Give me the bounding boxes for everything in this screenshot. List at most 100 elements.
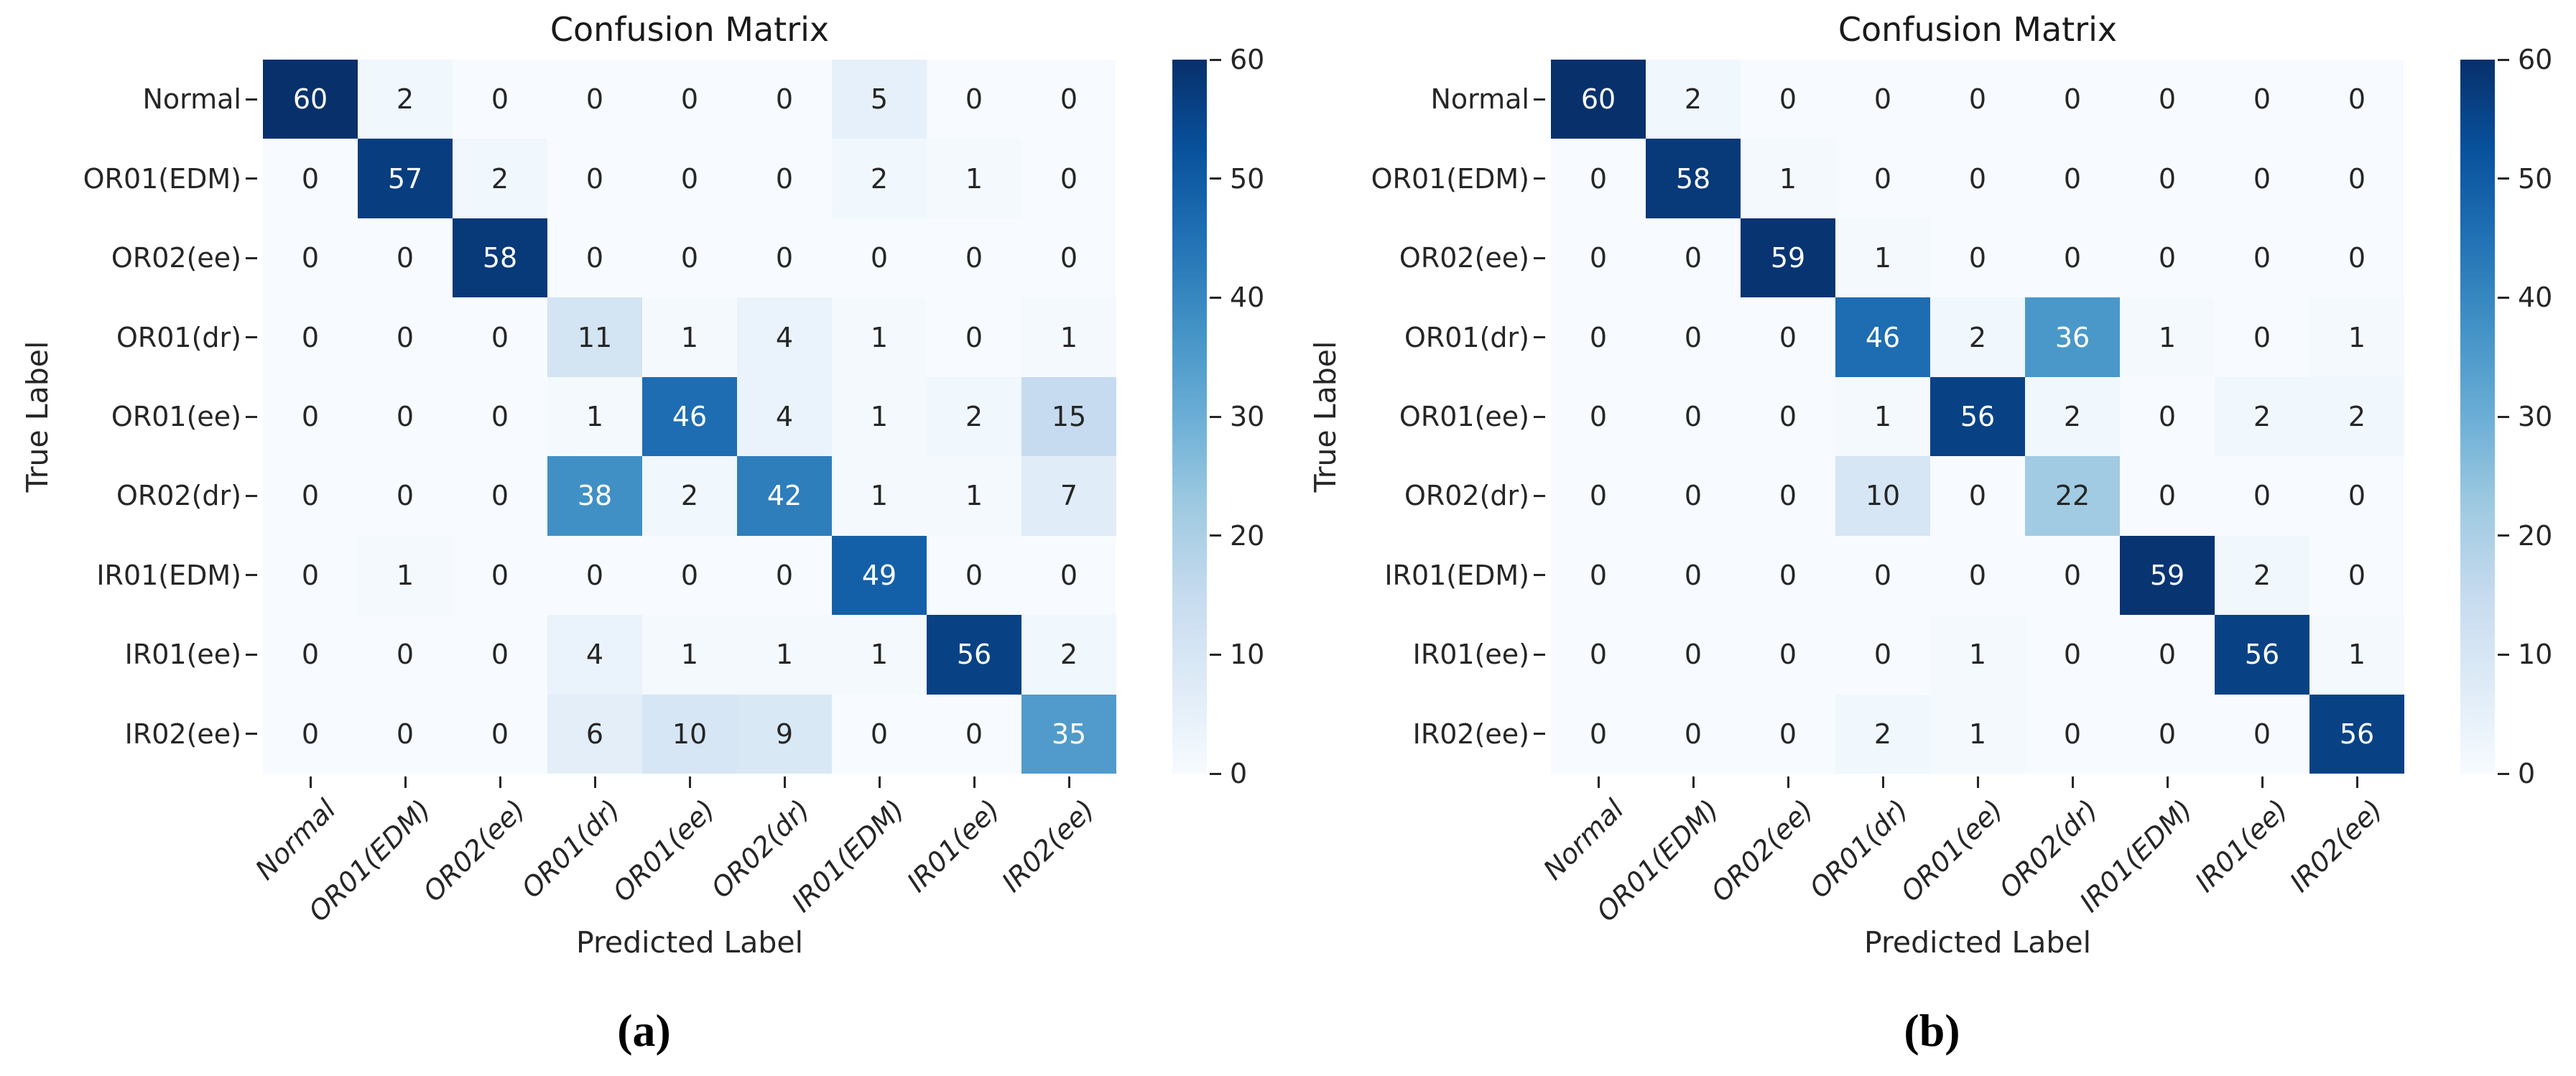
heatmap-cell: 56 xyxy=(927,615,1021,695)
colorbar-tick-label: 20 xyxy=(2518,519,2553,552)
heatmap-cell: 7 xyxy=(1021,456,1116,536)
y-tick-label: IR01(ee) xyxy=(1412,639,1529,671)
colorbar-tick-label: 60 xyxy=(1230,44,1265,75)
y-tick-mark xyxy=(246,98,257,101)
heatmap-cell: 0 xyxy=(1021,60,1116,139)
heatmap-cell: 0 xyxy=(927,535,1021,616)
y-tick-mark xyxy=(246,415,257,418)
heatmap-grid: 60 2 0 0 0 0 5 0 0 0 57 2 0 0 0 2 1 0 0 0 58 0 0 0 0 0 0 0 0 0 11 1 4 1 0 1… xyxy=(263,60,1116,774)
heatmap-cell: 0 xyxy=(547,535,642,616)
y-tick-mark xyxy=(246,733,257,736)
colorbar-tick-mark xyxy=(2498,415,2509,418)
heatmap-cell: 58 xyxy=(453,218,547,298)
heatmap-cell: 0 xyxy=(453,694,547,774)
heatmap-cell: 0 xyxy=(1551,456,1646,536)
heatmap-cell: 0 xyxy=(2120,218,2215,298)
heatmap-cell: 0 xyxy=(2025,218,2120,298)
heatmap-cell: 0 xyxy=(453,60,547,139)
heatmap-cell: 0 xyxy=(2025,60,2120,139)
confusion-matrix-panel-a: Confusion Matrix True Label 60 2 0 0 0 0 5 0 0 0 5… xyxy=(20,10,1265,1056)
x-tick-mark xyxy=(2071,776,2074,788)
x-tick-mark xyxy=(688,776,691,788)
y-tick-label: OR01(EDM) xyxy=(83,162,241,195)
heatmap-cell: 56 xyxy=(2215,615,2309,695)
y-tick-mark xyxy=(1534,574,1545,577)
colorbar-tick-mark xyxy=(1210,534,1221,537)
x-tick-label: IR01(ee) xyxy=(900,793,1006,899)
x-tick-label: OR01(ee) xyxy=(1894,793,2009,908)
y-tick-label: OR02(dr) xyxy=(1404,480,1529,512)
x-tick-mark xyxy=(1067,776,1070,788)
heatmap-grid: 60 2 0 0 0 0 0 0 0 0 58 1 0 0 0 0 0 0 0 0 59 1 0 0 0 0 0 0 0 0 46 2 36 1 0… xyxy=(1551,60,2404,774)
heatmap-cell: 0 xyxy=(358,218,453,298)
heatmap-cell: 60 xyxy=(263,60,358,139)
heatmap-cell: 59 xyxy=(1741,218,1835,298)
heatmap-cell: 0 xyxy=(1741,535,1835,616)
panel-caption: (a) xyxy=(617,1005,671,1056)
heatmap-cell: 1 xyxy=(358,535,453,616)
y-tick-mark xyxy=(246,256,257,259)
heatmap-cell: 0 xyxy=(1741,376,1835,457)
heatmap-cell: 0 xyxy=(1741,456,1835,536)
x-tick-mark xyxy=(2166,776,2169,788)
x-tick-mark xyxy=(1692,776,1695,788)
heatmap-cell: 2 xyxy=(453,139,547,218)
heatmap-cell: 0 xyxy=(1741,615,1835,695)
heatmap-cell: 57 xyxy=(358,139,453,218)
colorbar-tick-mark xyxy=(1210,177,1221,180)
heatmap-cell: 2 xyxy=(2309,376,2404,457)
heatmap-cell: 58 xyxy=(1646,139,1741,218)
y-tick-mark xyxy=(246,177,257,180)
colorbar-tick-label: 40 xyxy=(1230,282,1265,314)
heatmap-cell: 0 xyxy=(358,376,453,457)
heatmap-cell: 0 xyxy=(1930,218,2025,298)
heatmap-cell: 0 xyxy=(2309,456,2404,536)
heatmap-cell: 36 xyxy=(2025,297,2120,377)
heatmap-cell: 0 xyxy=(2120,694,2215,774)
heatmap-cell: 1 xyxy=(927,139,1021,218)
heatmap-cell: 0 xyxy=(2120,60,2215,139)
heatmap-cell: 4 xyxy=(547,615,642,695)
colorbar-tick-label: 50 xyxy=(2518,162,2553,195)
y-tick-label: OR01(ee) xyxy=(1399,401,1529,432)
heatmap-cell: 0 xyxy=(2120,456,2215,536)
heatmap-cell: 0 xyxy=(263,694,358,774)
heatmap-cell: 1 xyxy=(1835,218,1930,298)
x-tick-mark xyxy=(1597,776,1600,788)
heatmap-cell: 0 xyxy=(453,376,547,457)
heatmap-cell: 0 xyxy=(2215,456,2309,536)
x-axis-title: Predicted Label xyxy=(1863,925,2092,960)
heatmap-cell: 46 xyxy=(1835,297,1930,377)
heatmap-cell: 0 xyxy=(2215,60,2309,139)
heatmap-cell: 0 xyxy=(1021,139,1116,218)
heatmap-cell: 0 xyxy=(832,694,927,774)
heatmap-cell: 1 xyxy=(2309,615,2404,695)
heatmap-cell: 49 xyxy=(832,535,927,616)
colorbar-tick-label: 0 xyxy=(2518,758,2536,789)
x-axis-title: Predicted Label xyxy=(575,925,804,960)
heatmap-cell: 1 xyxy=(832,376,927,457)
x-tick-label: Normal xyxy=(1537,793,1630,886)
heatmap-cell: 0 xyxy=(2309,218,2404,298)
heatmap-cell: 0 xyxy=(2120,376,2215,457)
heatmap-cell: 0 xyxy=(453,456,547,536)
x-tick-label: IR02(ee) xyxy=(995,793,1101,899)
colorbar-tick-label: 60 xyxy=(2518,44,2553,75)
y-tick-mark xyxy=(1534,415,1545,418)
heatmap-cell: 0 xyxy=(547,218,642,298)
heatmap-cell: 1 xyxy=(832,297,927,377)
heatmap-cell: 35 xyxy=(1021,694,1116,774)
colorbar-tick-mark xyxy=(1210,58,1221,61)
y-tick-mark xyxy=(246,494,257,497)
heatmap-cell: 0 xyxy=(1930,60,2025,139)
heatmap-cell: 1 xyxy=(832,456,927,536)
heatmap-cell: 11 xyxy=(547,297,642,377)
x-tick-mark xyxy=(783,776,786,788)
heatmap-cell: 0 xyxy=(2215,139,2309,218)
heatmap-cell: 0 xyxy=(1551,376,1646,457)
colorbar-tick-label: 20 xyxy=(1230,519,1265,552)
x-tick-mark xyxy=(973,776,976,788)
heatmap-cell: 0 xyxy=(358,297,453,377)
heatmap-cell: 0 xyxy=(1021,535,1116,616)
heatmap-cell: 56 xyxy=(1930,376,2025,457)
